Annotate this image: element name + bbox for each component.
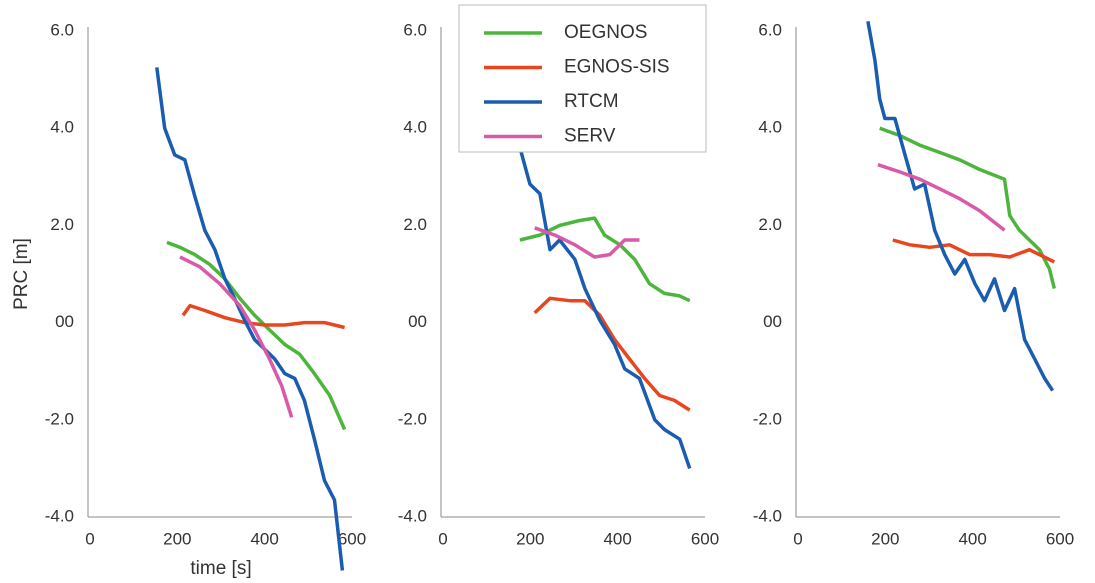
legend-label: OEGNOS [564,22,647,43]
y-tick-label: 6.0 [403,20,427,39]
series-line [155,67,345,571]
x-tick-label: 600 [1046,529,1074,548]
series-line [877,163,1006,232]
x-tick-label: 400 [250,529,278,548]
x-tick-label: 200 [871,529,899,548]
series-line [892,238,1056,264]
x-tick-label: 600 [691,529,719,548]
legend-label: EGNOS-SIS [564,57,670,78]
y-tick-label: 2.0 [50,215,74,234]
x-tick-label: 200 [516,529,544,548]
series-line [518,147,692,469]
y-tick-label: -2.0 [45,409,74,428]
y-tick-label: 4.0 [403,118,427,137]
x-tick-label: 400 [958,529,986,548]
series-line [166,240,347,431]
y-tick-label: 00 [763,312,782,331]
series-line [519,216,691,303]
x-tick-label: 600 [338,529,366,548]
y-tick-label: 6.0 [50,20,74,39]
x-tick-label: 200 [163,529,191,548]
y-tick-label: 00 [55,312,74,331]
x-tick-label: 400 [603,529,631,548]
x-axis-label: time [s] [190,558,251,579]
legend: OEGNOS EGNOS-SIS RTCM SERV [458,4,707,153]
series-line [534,226,640,259]
x-tick-label: 0 [793,529,802,548]
legend-box [458,4,707,153]
y-tick-label: -2.0 [398,409,427,428]
legend-label: RTCM [564,91,619,112]
y-tick-label: 2.0 [403,215,427,234]
y-tick-label: 4.0 [758,118,782,137]
y-tick-label: 4.0 [50,118,74,137]
series-line [866,20,1055,392]
y-tick-label: 00 [408,312,427,331]
y-tick-label: -2.0 [753,409,782,428]
panel: 6.0 4.0 2.0 00 -2.0 -4.0 0 200 400 600 [753,20,1074,548]
y-tick-label: 6.0 [758,20,782,39]
legend-label: SERV [564,126,616,147]
y-tick-label: -4.0 [45,506,74,525]
series-line [533,296,691,412]
x-tick-label: 0 [438,529,447,548]
series-line [181,303,346,330]
panel: 6.0 4.0 2.0 00 -2.0 -4.0 0 200 400 600 time [s] PRC… [11,20,366,579]
y-tick-label: 2.0 [758,215,782,234]
series-line [179,255,294,418]
y-tick-label: -4.0 [753,506,782,525]
panel: 6.0 4.0 2.0 00 -2.0 -4.0 0 200 400 600 OEGNOS EGNOS… [398,4,719,548]
y-axis-label: PRC [m] [11,238,32,310]
series-line [879,126,1056,290]
y-tick-label: -4.0 [398,506,427,525]
x-tick-label: 0 [85,529,94,548]
